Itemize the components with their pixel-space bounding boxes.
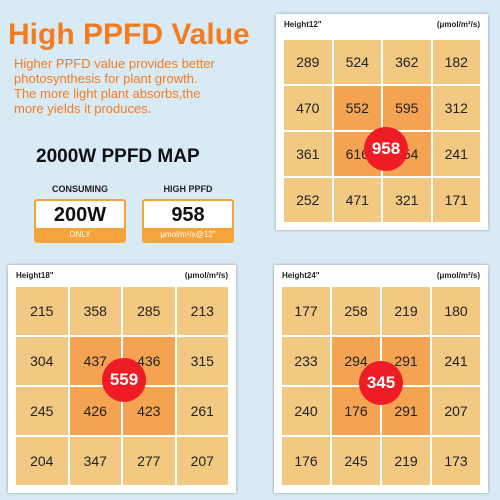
high-ppfd-value: 958 xyxy=(171,204,205,226)
page-title: High PPFD Value xyxy=(8,18,250,51)
consuming-box: 200W ONLY xyxy=(34,199,126,243)
ppfd-cell: 207 xyxy=(176,437,228,485)
ppfd-cell: 552 xyxy=(333,86,381,130)
map-height-label: Height12" xyxy=(284,20,322,29)
ppfd-cell: 524 xyxy=(333,40,381,84)
ppfd-cell: 252 xyxy=(284,178,332,222)
consuming-value: 200W xyxy=(53,204,107,226)
ppfd-cell: 277 xyxy=(123,437,175,485)
map-unit-label: (μmol/m²/s) xyxy=(436,271,480,280)
ppfd-cell: 173 xyxy=(432,437,480,485)
center-ppfd-badge: 559 xyxy=(102,358,146,402)
ppfd-cell: 321 xyxy=(383,178,431,222)
consuming-stat: CONSUMING 200W ONLY xyxy=(34,184,126,243)
ppfd-map-height-18: Height18" (μmol/m²/s) 215 358 285 213 304 437 4… xyxy=(8,265,236,493)
description-line: more yields it produces. xyxy=(14,101,152,116)
consuming-label: CONSUMING xyxy=(52,184,108,194)
ppfd-cell: 362 xyxy=(383,40,431,84)
ppfd-cell: 358 xyxy=(69,287,121,335)
description-line: photosynthesis for plant growth. xyxy=(14,71,198,86)
ppfd-cell: 289 xyxy=(284,40,332,84)
ppfd-cell: 213 xyxy=(176,287,228,335)
ppfd-cell: 245 xyxy=(16,387,68,435)
ppfd-grid: 177 258 219 180 233 294 291 241 240 176 291 207 176 2… xyxy=(282,287,480,485)
ppfd-cell: 315 xyxy=(176,337,228,385)
description-line: Higher PPFD value provides better xyxy=(14,56,215,71)
ppfd-map-height-24: Height24" (μmol/m²/s) 177 258 219 180 233 294 2… xyxy=(274,265,488,493)
consuming-sub: ONLY xyxy=(36,228,124,241)
ppfd-cell: 285 xyxy=(123,287,175,335)
ppfd-cell: 261 xyxy=(176,387,228,435)
ppfd-map-height-12: Height12" (μmol/m²/s) 289 524 362 182 470 552 5… xyxy=(276,14,488,230)
ppfd-cell: 470 xyxy=(284,86,332,130)
ppfd-cell: 240 xyxy=(282,387,330,435)
center-ppfd-badge: 345 xyxy=(359,361,403,405)
ppfd-cell: 171 xyxy=(432,178,480,222)
description-line: The more light plant absorbs,the xyxy=(14,86,201,101)
ppfd-cell: 207 xyxy=(432,387,480,435)
ppfd-cell: 233 xyxy=(282,337,330,385)
map-height-label: Height24" xyxy=(282,271,320,280)
ppfd-cell: 471 xyxy=(333,178,381,222)
high-ppfd-label: HIGH PPFD xyxy=(163,184,213,194)
map-height-label: Height18" xyxy=(16,271,54,280)
ppfd-cell: 204 xyxy=(16,437,68,485)
ppfd-grid: 2895243621824705525953123616165542412524… xyxy=(284,40,480,222)
ppfd-cell: 312 xyxy=(432,86,480,130)
high-ppfd-stat: HIGH PPFD 958 μmol/m²/s@12" xyxy=(142,184,234,243)
ppfd-cell: 219 xyxy=(382,437,430,485)
ppfd-cell: 304 xyxy=(16,337,68,385)
high-ppfd-box: 958 μmol/m²/s@12" xyxy=(142,199,234,243)
ppfd-cell: 182 xyxy=(432,40,480,84)
ppfd-cell: 245 xyxy=(332,437,380,485)
ppfd-cell: 595 xyxy=(383,86,431,130)
ppfd-cell: 180 xyxy=(432,287,480,335)
ppfd-cell: 177 xyxy=(282,287,330,335)
map-unit-label: (μmol/m²/s) xyxy=(436,20,480,29)
ppfd-cell: 361 xyxy=(284,132,332,176)
high-ppfd-sub: μmol/m²/s@12" xyxy=(144,228,232,241)
map-title: 2000W PPFD MAP xyxy=(36,146,200,167)
ppfd-cell: 241 xyxy=(432,132,480,176)
ppfd-cell: 258 xyxy=(332,287,380,335)
ppfd-cell: 176 xyxy=(282,437,330,485)
ppfd-cell: 219 xyxy=(382,287,430,335)
center-ppfd-badge: 958 xyxy=(364,127,408,171)
ppfd-cell: 215 xyxy=(16,287,68,335)
ppfd-cell: 347 xyxy=(69,437,121,485)
ppfd-cell: 241 xyxy=(432,337,480,385)
ppfd-cell: 291 xyxy=(382,337,430,385)
map-unit-label: (μmol/m²/s) xyxy=(184,271,228,280)
description: Higher PPFD value provides better photos… xyxy=(14,56,264,116)
